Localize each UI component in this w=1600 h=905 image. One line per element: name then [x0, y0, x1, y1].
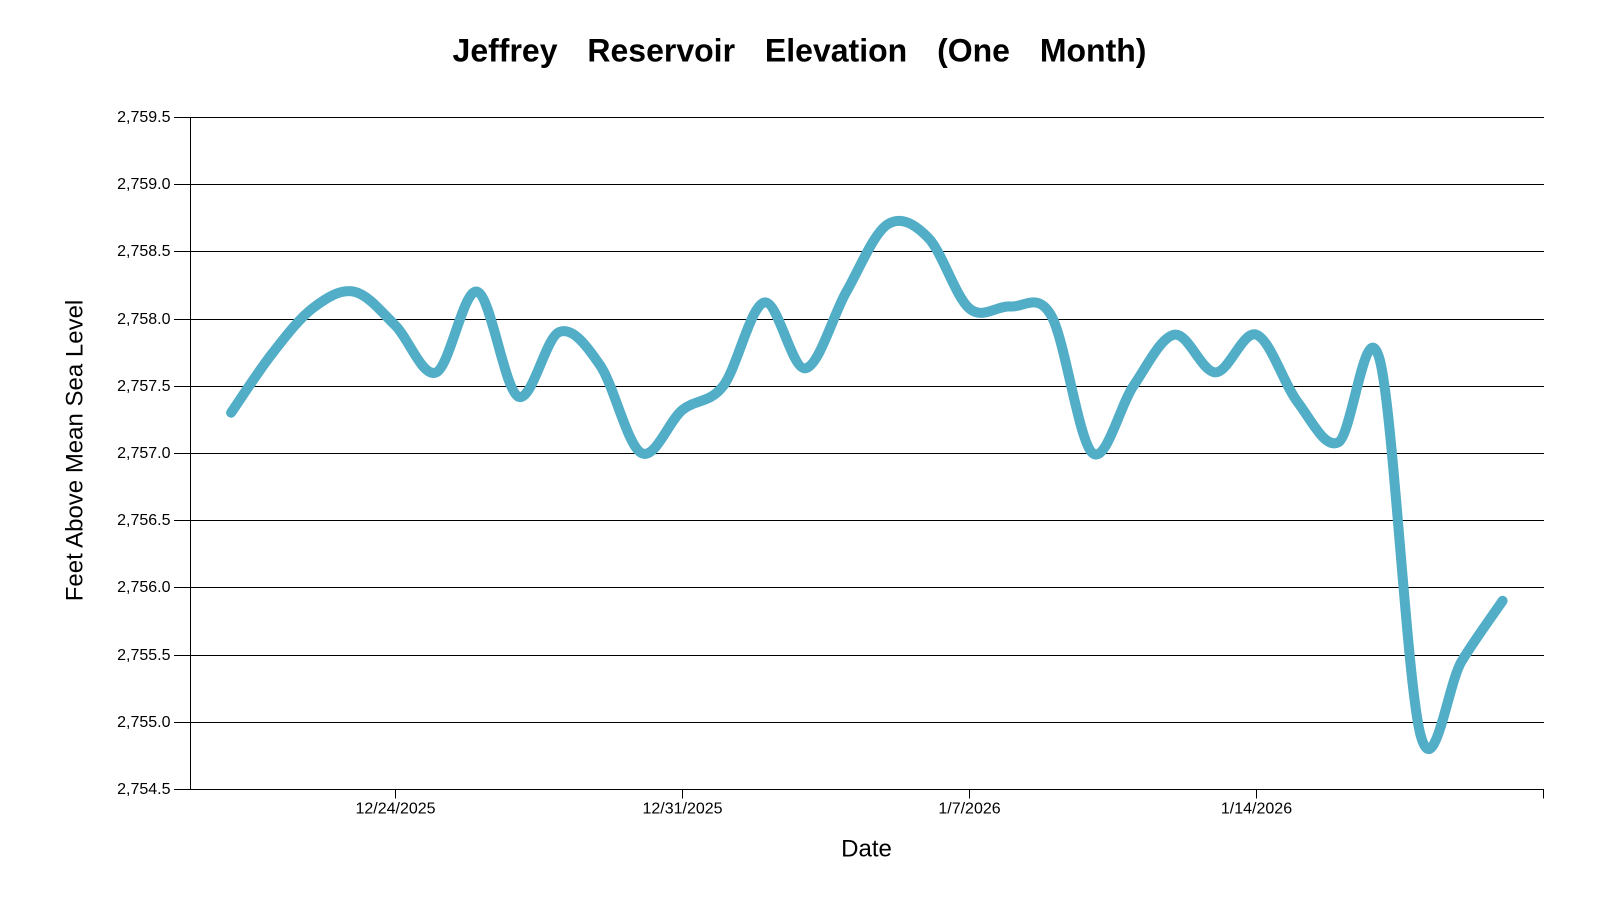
svg-text:Feet Above Mean Sea Level: Feet Above Mean Sea Level	[62, 300, 89, 602]
svg-text:1/14/2026: 1/14/2026	[1221, 801, 1292, 818]
svg-text:2,756.5: 2,756.5	[117, 512, 170, 529]
svg-text:2,759.0: 2,759.0	[117, 176, 170, 193]
svg-text:2,758.5: 2,758.5	[117, 243, 170, 260]
svg-text:2,754.5: 2,754.5	[117, 781, 170, 798]
svg-text:2,755.5: 2,755.5	[117, 647, 170, 664]
svg-text:Jeffrey Reservoir Elevation (O: Jeffrey Reservoir Elevation (One Month)	[453, 33, 1147, 69]
svg-text:2,755.0: 2,755.0	[117, 714, 170, 731]
svg-text:2,759.5: 2,759.5	[117, 109, 170, 126]
svg-text:2,757.5: 2,757.5	[117, 378, 170, 395]
svg-text:Date: Date	[841, 836, 892, 863]
svg-text:2,757.0: 2,757.0	[117, 445, 170, 462]
svg-text:2,756.0: 2,756.0	[117, 579, 170, 596]
svg-text:12/31/2025: 12/31/2025	[642, 801, 722, 818]
svg-text:1/7/2026: 1/7/2026	[938, 801, 1000, 818]
svg-text:12/24/2025: 12/24/2025	[355, 801, 435, 818]
svg-text:2,758.0: 2,758.0	[117, 311, 170, 328]
